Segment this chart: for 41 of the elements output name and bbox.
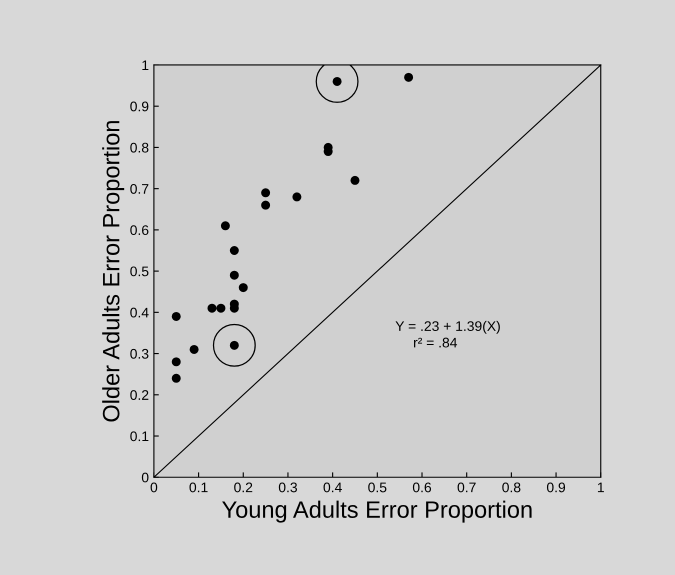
x-tick-label: 0.5	[368, 482, 386, 492]
x-tick-label: 0.9	[546, 482, 566, 492]
y-tick-label: 0.6	[130, 225, 148, 236]
point	[238, 283, 248, 292]
point	[404, 72, 414, 82]
y-tick-label: 0	[142, 472, 148, 482]
x-tick-label: 0.8	[502, 482, 520, 492]
x-axis-title: Young Adults Error Proportion	[222, 500, 532, 523]
point	[220, 221, 230, 230]
y-tick-label: 0.5	[130, 266, 148, 276]
y-tick-label: 0.3	[130, 348, 148, 359]
y-tick-label: 1	[142, 60, 148, 70]
y-tick-label: 0.2	[130, 390, 148, 400]
point	[207, 304, 216, 313]
y-tick-label: 0.4	[130, 308, 149, 318]
x-tick-label: 0.7	[458, 482, 476, 492]
point	[172, 357, 181, 366]
annotation: Y = .23 + 1.39(X)	[396, 320, 500, 334]
point	[230, 246, 239, 255]
point	[216, 304, 226, 313]
x-tick-label: 0	[150, 482, 158, 492]
y-tick-label: 0.8	[130, 142, 148, 153]
y-tick-label: 0.9	[130, 102, 148, 112]
point	[261, 200, 270, 210]
x-tick-label: 0.6	[412, 482, 432, 492]
x-tick-label: 1	[598, 482, 604, 492]
point	[172, 374, 181, 383]
x-tick-label: 0.2	[234, 482, 252, 492]
x-tick-label: 0.3	[278, 482, 297, 492]
point	[261, 188, 270, 198]
point	[230, 270, 239, 280]
y-axis-title: Older Adults Error Proportion	[102, 121, 124, 422]
point	[172, 312, 181, 321]
y-tick-label: 0.7	[130, 184, 148, 194]
y-tick-label: 0.1	[130, 431, 148, 442]
annotation: r² = .84	[414, 338, 458, 348]
x-tick-label: 0.4	[324, 482, 342, 492]
point	[350, 176, 360, 185]
point	[190, 344, 199, 354]
x-tick-label: 0.1	[189, 482, 208, 492]
point	[292, 192, 302, 202]
